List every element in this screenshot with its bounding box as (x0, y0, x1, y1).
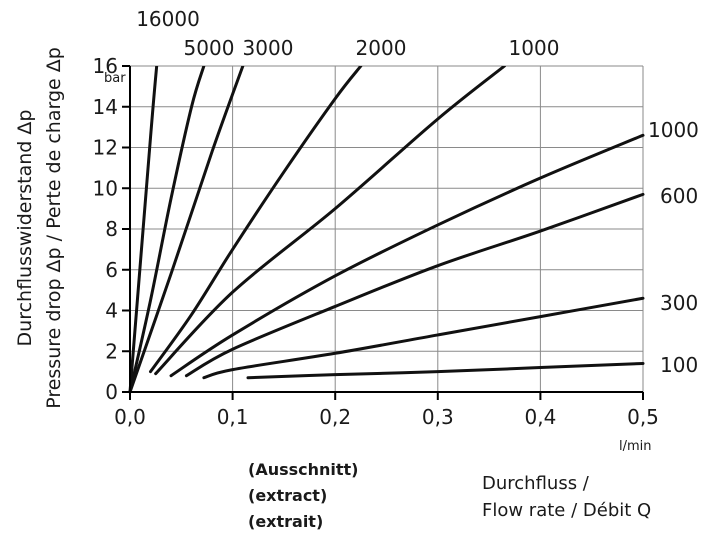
grid (130, 65, 644, 392)
y-axis-label-line1: Durchflusswiderstand Δp (14, 110, 36, 347)
extract-note-line1: (Ausschnitt) (248, 460, 359, 479)
curve-100-8 (246, 361, 645, 380)
y-tick-label: 10 (93, 176, 118, 200)
curve-300-7 (202, 296, 645, 380)
curve-labels: 16000 5000 3000 2000 1000 1000 600 300 100 (136, 7, 699, 377)
y-tick-label: 0 (105, 380, 118, 404)
curve-5000-1 (128, 66, 206, 394)
curve-label-600: 600 (660, 184, 698, 208)
y-tick-label: 12 (93, 136, 118, 160)
axes (122, 65, 644, 400)
x-tick-label: 0,3 (422, 405, 454, 429)
extract-note-line3: (extrait) (248, 512, 323, 531)
x-tick-label: 0,0 (114, 405, 146, 429)
curve-label-2000: 2000 (356, 36, 407, 60)
curve-1000-4 (154, 66, 506, 376)
x-tick-label: 0,1 (217, 405, 249, 429)
curve-600-6 (184, 192, 645, 378)
y-tick-label: 4 (105, 299, 118, 323)
y-tick-label: 6 (105, 258, 118, 282)
x-tick-label: 0,5 (627, 405, 659, 429)
x-unit-label: l/min (619, 439, 652, 454)
curve-label-16000: 16000 (136, 7, 200, 31)
y-axis-label-line2: Pressure drop Δp / Perte de charge Δp (43, 47, 65, 409)
extract-note-line2: (extract) (248, 486, 327, 505)
curve-2000-3 (149, 66, 363, 374)
y-unit-label: bar (104, 71, 126, 86)
tick-labels: 0 2 4 6 8 10 12 14 16 0,0 0,1 0,2 0,3 0,4 0,5 (93, 54, 659, 429)
y-tick-label: 14 (93, 95, 118, 119)
curve-16000-0 (128, 66, 159, 394)
x-tick-label: 0,2 (319, 405, 351, 429)
x-axis-label-line2: Flow rate / Débit Q (482, 500, 651, 521)
curves (128, 66, 645, 394)
curve-3000-2 (128, 66, 245, 394)
curve-label-5000: 5000 (184, 36, 235, 60)
curve-label-1000: 1000 (509, 36, 560, 60)
y-tick-label: 16 (93, 54, 118, 78)
curve-label-100: 100 (660, 353, 698, 377)
x-tick-label: 0,4 (524, 405, 556, 429)
curve-1000-5 (169, 133, 645, 378)
y-tick-label: 2 (105, 339, 118, 363)
curve-label-1000: 1000 (648, 118, 699, 142)
y-tick-label: 8 (105, 217, 118, 241)
curve-label-3000: 3000 (243, 36, 294, 60)
curve-label-300: 300 (660, 291, 698, 315)
x-axis-label-line1: Durchfluss / (482, 473, 590, 494)
